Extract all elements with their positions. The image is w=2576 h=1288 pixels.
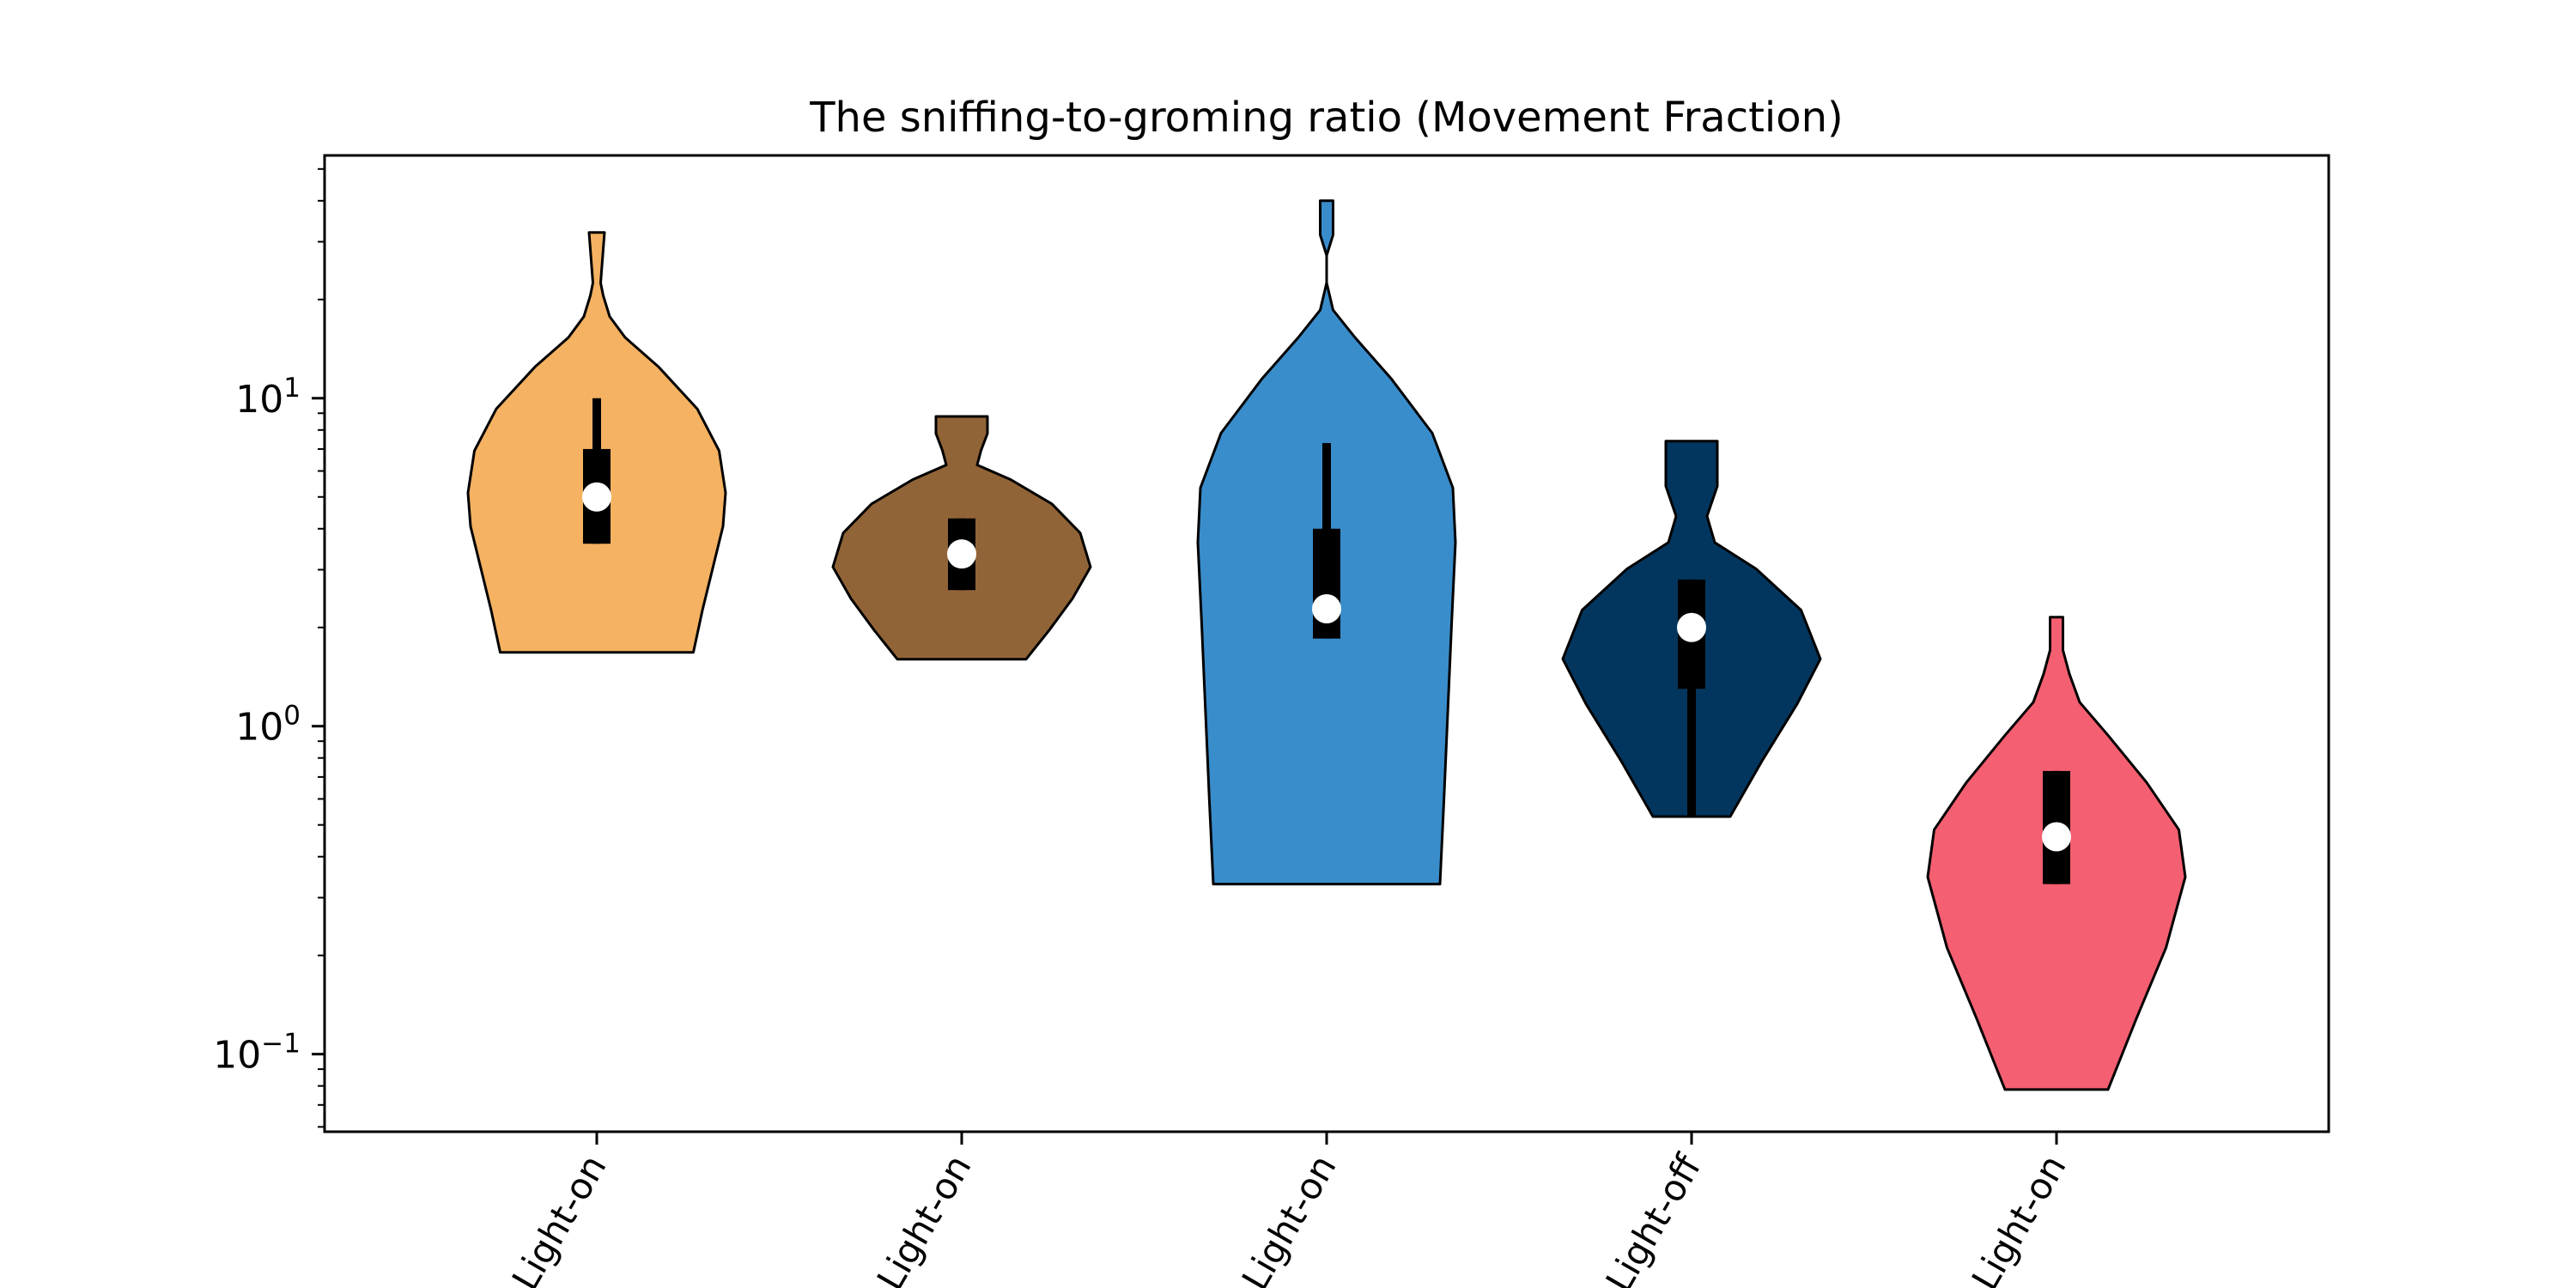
violin-median-dot-1 [582,482,611,512]
violin-median-dot-3 [1312,593,1341,623]
violin-median-dot-5 [2042,822,2071,852]
y-tick-label-3: 101 [235,373,301,422]
chart-title: The sniffing-to-groming ratio (Movement … [809,94,1844,142]
x-tick-label-2: Light-on [869,1148,980,1288]
x-axis: Light-on Light-on Light-on Light-off Light-o… [504,1132,2075,1288]
x-tick-label-1: Light-on [504,1148,615,1288]
violins-layer [466,199,2187,1091]
y-tick-label-1: 10−1 [213,1029,301,1078]
violin-median-dot-4 [1677,612,1706,642]
x-tick-label-5: Light-on [1964,1148,2075,1288]
y-axis: 10−1 100 101 [213,167,325,1128]
x-tick-label-4: Light-off [1598,1147,1710,1288]
violin-median-dot-2 [947,539,976,569]
x-tick-label-3: Light-on [1234,1148,1345,1288]
y-tick-label-2: 100 [235,701,301,750]
